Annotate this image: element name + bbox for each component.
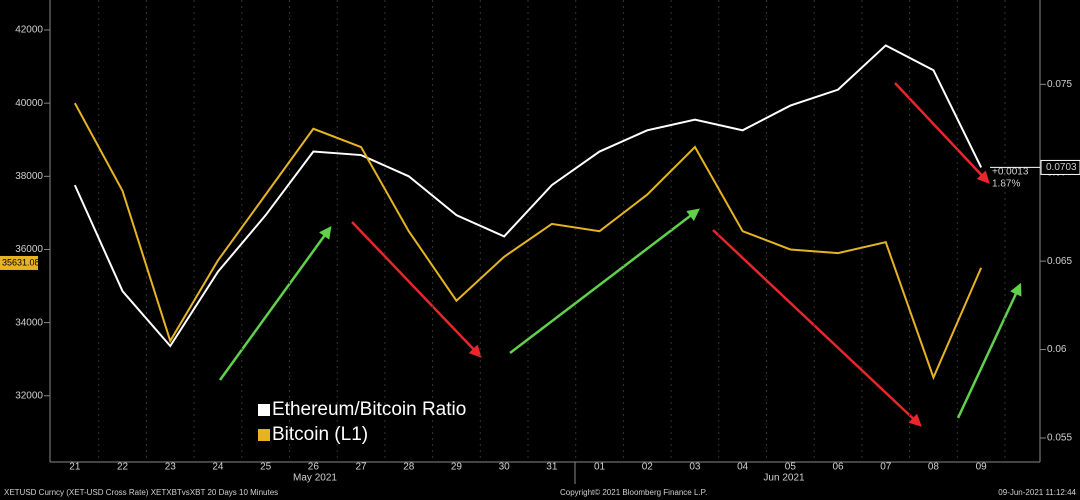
- last-value-label: 0.0703: [1046, 162, 1077, 173]
- arrow: [956, 282, 1022, 419]
- legend-label: Bitcoin (L1): [272, 424, 368, 445]
- x-tick-label: 03: [689, 462, 701, 473]
- x-tick-label: 06: [832, 462, 844, 473]
- x-tick-label: 21: [69, 462, 81, 473]
- series-line: [73, 102, 983, 381]
- legend-swatch: [258, 429, 270, 441]
- month-label: Jun 2021: [763, 473, 805, 484]
- y2-tick-label: 0.055: [1047, 433, 1072, 444]
- x-tick-label: 04: [737, 462, 749, 473]
- y-tick-label: 36000: [15, 244, 43, 255]
- y-tick-label: 42000: [15, 25, 43, 36]
- legend-swatch: [258, 404, 270, 416]
- x-tick-label: 05: [785, 462, 797, 473]
- last-value-box: [0, 255, 38, 270]
- x-tick-label: 01: [594, 462, 606, 473]
- last-value-label: 35631.08: [2, 257, 40, 267]
- arrows: [218, 82, 1022, 427]
- x-tick-label: 30: [499, 462, 511, 473]
- footer: 09-Jun-2021 11:12:44: [998, 488, 1076, 497]
- arrow: [894, 82, 990, 184]
- series-line: [73, 44, 983, 348]
- y-tick-label: 40000: [15, 98, 43, 109]
- x-tick-label: 09: [976, 462, 988, 473]
- x-tick-label: 24: [212, 462, 224, 473]
- y-tick-label: 38000: [15, 171, 43, 182]
- y-tick-label: 34000: [15, 317, 43, 328]
- x-tick-label: 26: [308, 462, 320, 473]
- legend-label: Ethereum/Bitcoin Ratio: [272, 399, 466, 420]
- x-tick-label: 27: [355, 462, 367, 473]
- x-tick-label: 22: [117, 462, 129, 473]
- arrow: [218, 225, 332, 381]
- arrow: [351, 221, 482, 358]
- y-tick-label: 32000: [15, 390, 43, 401]
- footer: Copyright© 2021 Bloomberg Finance L.P.: [560, 488, 707, 497]
- change-label: 1.87%: [992, 179, 1020, 190]
- change-label: +0.0013: [992, 167, 1029, 178]
- x-tick-label: 29: [451, 462, 463, 473]
- last-value-box: [1040, 159, 1080, 175]
- x-tick-label: 02: [642, 462, 654, 473]
- y2-tick-label: 0.075: [1047, 79, 1072, 90]
- x-tick-label: 25: [260, 462, 272, 473]
- arrow: [712, 229, 922, 427]
- y2-tick-label: 0.065: [1047, 256, 1072, 267]
- x-tick-label: 08: [928, 462, 940, 473]
- arrow: [509, 208, 700, 354]
- x-tick-label: 28: [403, 462, 415, 473]
- x-tick-label: 31: [546, 462, 558, 473]
- x-tick-label: 07: [880, 462, 892, 473]
- footer: XETUSD Curncy (XET-USD Cross Rate) XETXB…: [4, 488, 278, 497]
- month-label: May 2021: [293, 473, 337, 484]
- x-tick-label: 23: [165, 462, 177, 473]
- y2-tick-label: 0.06: [1047, 344, 1067, 355]
